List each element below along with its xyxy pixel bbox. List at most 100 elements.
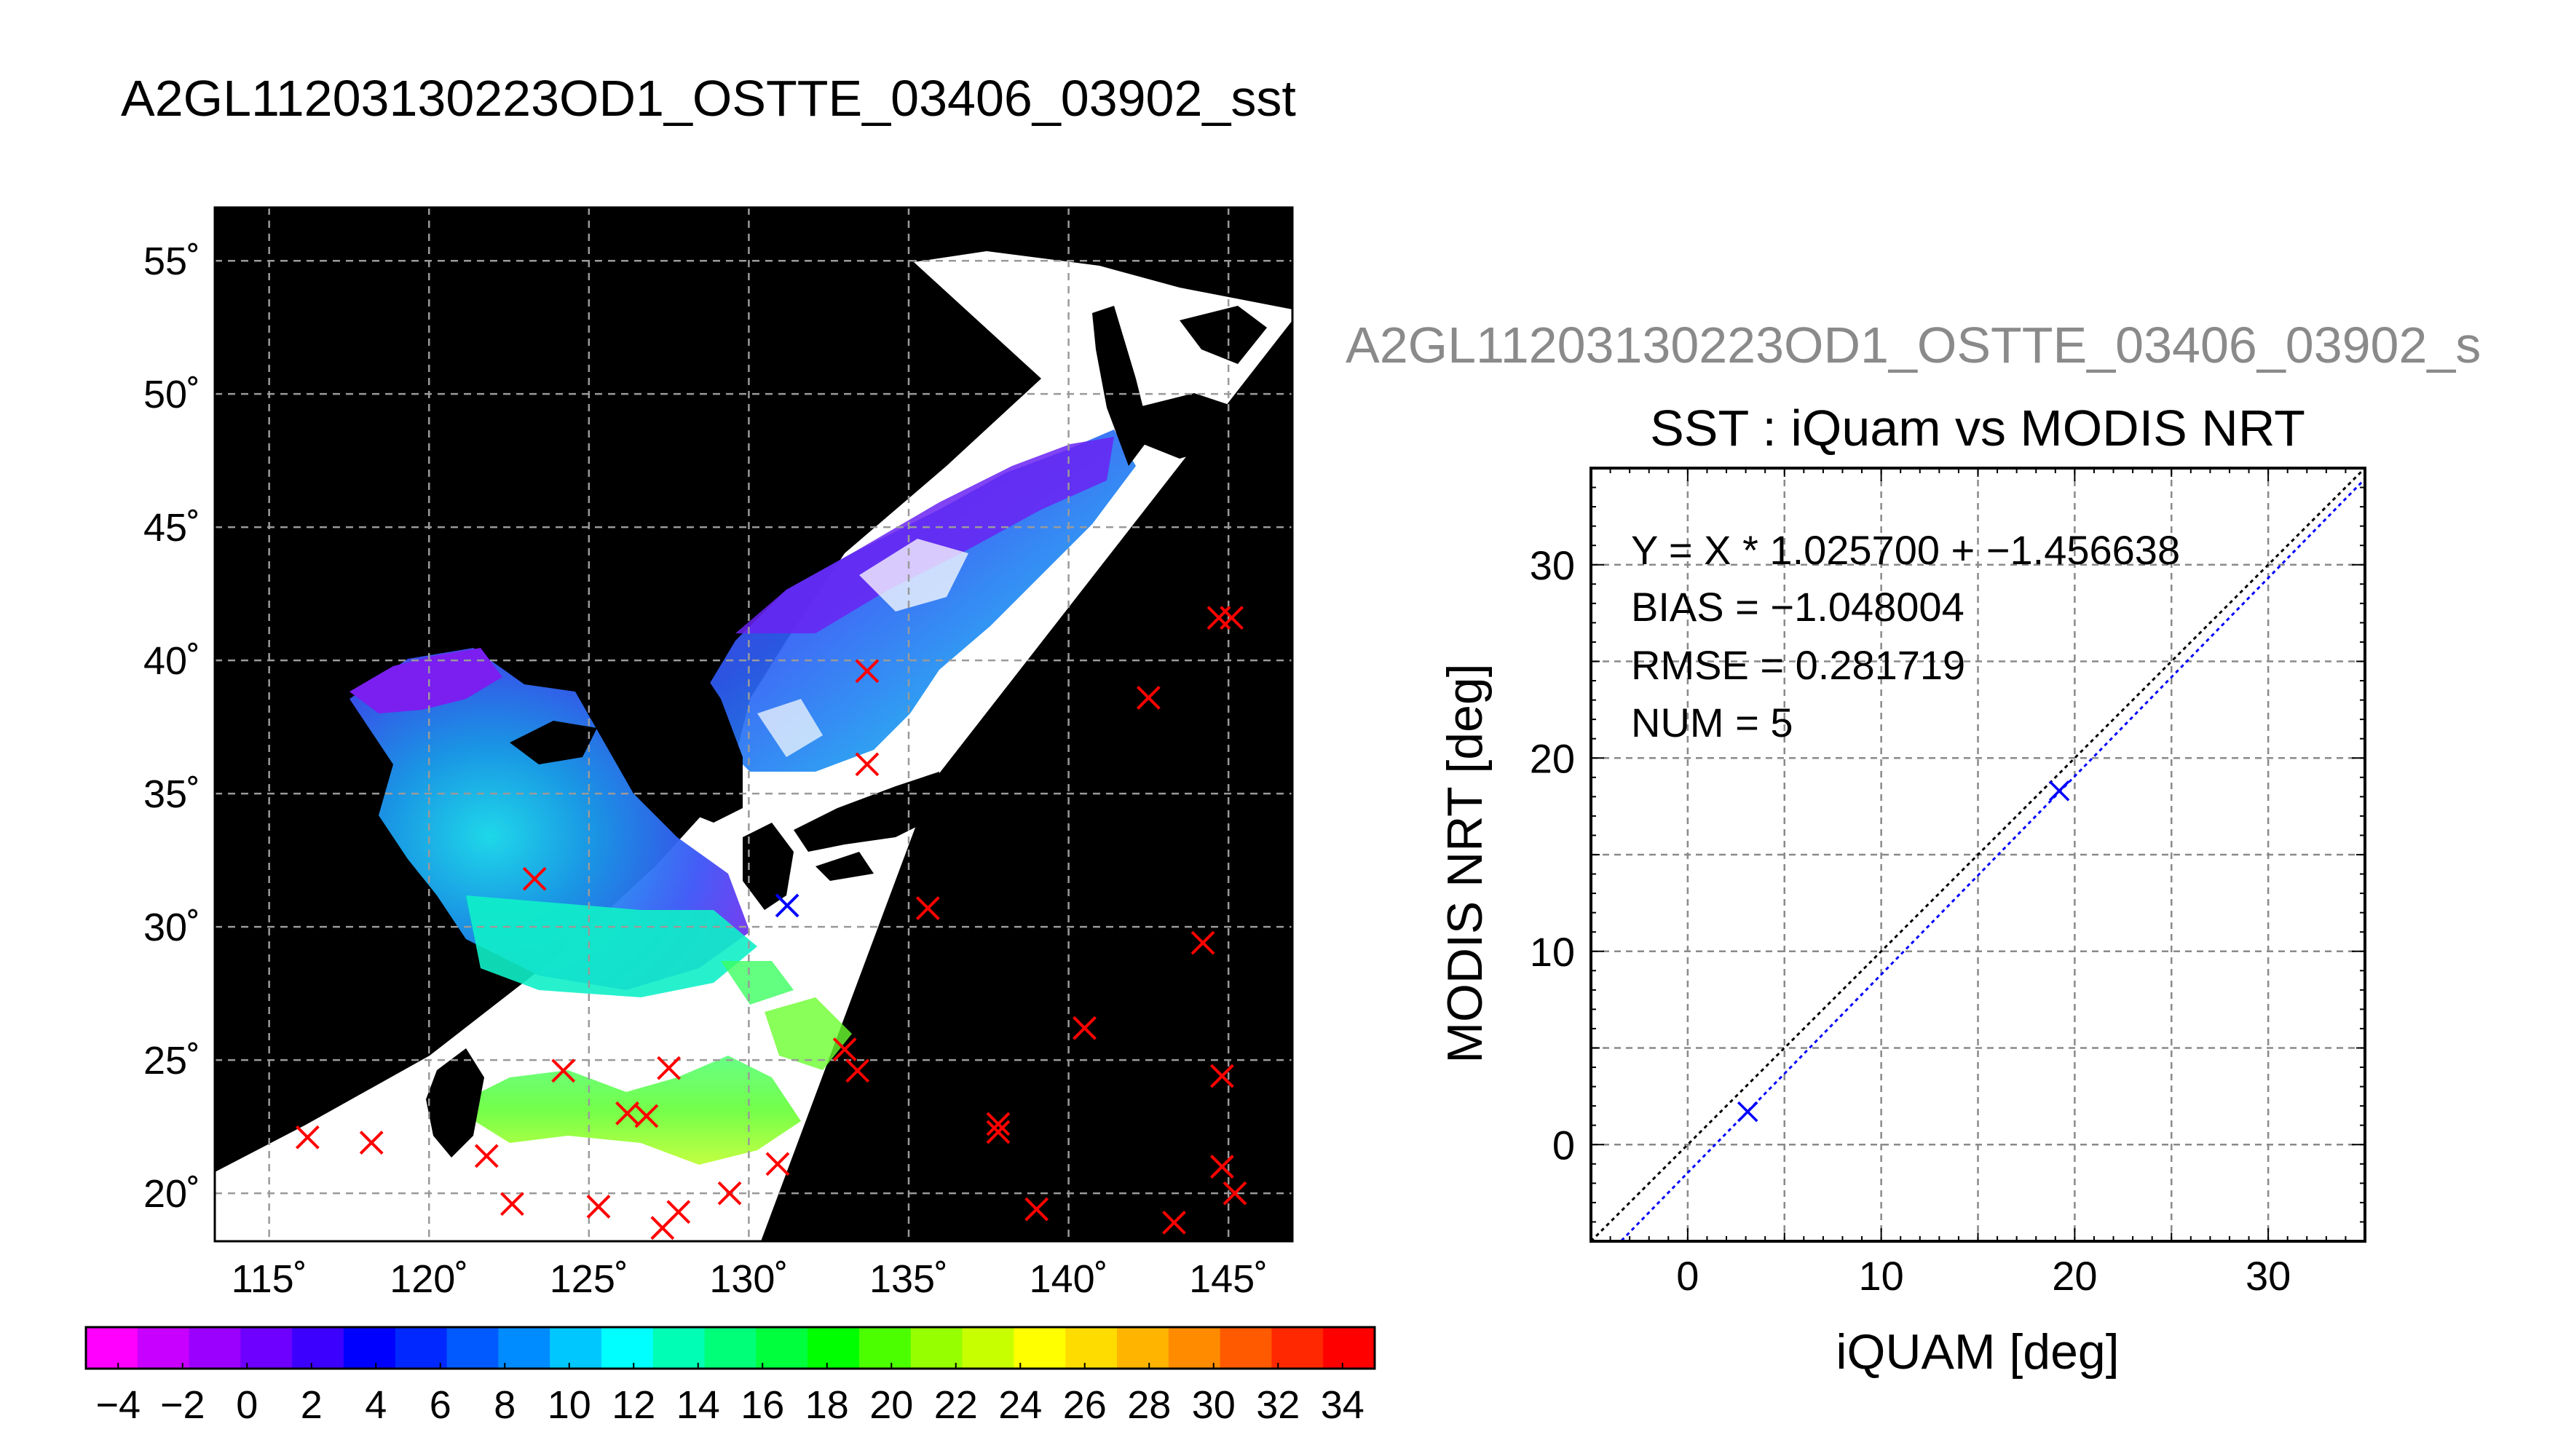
land-honshu: [794, 772, 939, 852]
land-china-coast: [215, 830, 444, 1125]
regression-line: [1619, 478, 2365, 1241]
map-tick-labels: 115˚ 120˚ 125˚ 130˚ 135˚ 140˚ 145˚ 20˚ 25˚ 30˚ 35˚…: [143, 240, 1268, 1301]
colorbar-tick-label: 2: [301, 1383, 323, 1427]
matched-buoy-marker: [775, 893, 799, 918]
colorbar-segment: [807, 1327, 860, 1369]
cloud-mid: [757, 699, 823, 757]
colorbar-segment: [962, 1327, 1014, 1369]
land-taiwan: [426, 1048, 484, 1158]
map-lon-tick-label: 140˚: [1030, 1257, 1108, 1301]
land-sakhalin: [1092, 306, 1150, 466]
map-lat-tick-label: 45˚: [143, 506, 200, 550]
map-lon-tick-label: 125˚: [550, 1257, 628, 1301]
colorbar-tick-label: 14: [676, 1383, 720, 1427]
buoy-marker: [500, 1192, 524, 1216]
buoy-markers: [295, 606, 1247, 1241]
sst-bohai: [350, 648, 502, 713]
colorbar-segment: [137, 1327, 190, 1369]
map-lat-tick-label: 40˚: [143, 639, 200, 683]
buoy-marker: [915, 896, 940, 920]
y-tick-label: 0: [1552, 1122, 1575, 1168]
colorbar-tick-label: 12: [612, 1383, 655, 1427]
buoy-marker: [1024, 1197, 1049, 1222]
x-axis-label: iQUAM [deg]: [1836, 1324, 2119, 1380]
colorbar-segment: [1117, 1327, 1169, 1369]
scatter-header: A2GL11203130223OD1_OSTTE_03406_03902_s: [1346, 317, 2481, 373]
scatter-stats: Y = X * 1.025700 + −1.456638 BIAS = −1.0…: [1631, 527, 2180, 745]
buoy-marker: [1220, 606, 1244, 630]
colorbar-segment: [1271, 1327, 1324, 1369]
buoy-marker: [1209, 1155, 1234, 1179]
buoy-marker: [295, 1125, 320, 1150]
colorbar-segment: [240, 1327, 293, 1369]
x-tick-label: 20: [2052, 1253, 2097, 1299]
scatter-panel: A2GL11203130223OD1_OSTTE_03406_03902_s S…: [1346, 317, 2481, 1380]
map-grid: [215, 207, 1292, 1241]
map-lon-tick-label: 145˚: [1189, 1257, 1268, 1301]
stats-rmse: RMSE = 0.281719: [1631, 642, 1965, 688]
colorbar-tick-label: 26: [1063, 1383, 1107, 1427]
colorbar-tick-label: 30: [1192, 1383, 1236, 1427]
y-tick-label: 10: [1530, 929, 1575, 975]
colorbar-tick-label: 0: [236, 1383, 258, 1427]
buoy-marker: [586, 1195, 611, 1219]
sst-map: 115˚ 120˚ 125˚ 130˚ 135˚ 140˚ 145˚ 20˚ 25˚ 30˚ 35˚…: [143, 206, 1294, 1301]
x-tick-label: 30: [2246, 1253, 2291, 1299]
buoy-marker: [359, 1131, 384, 1155]
colorbar-tick-label: −2: [160, 1383, 205, 1427]
map-lat-tick-label: 20˚: [143, 1172, 200, 1216]
land-kamchatka-gap: [1180, 306, 1267, 364]
colorbar-tick-label: 8: [494, 1383, 516, 1427]
buoy-marker: [634, 1104, 659, 1128]
map-lat-tick-label: 50˚: [143, 373, 200, 416]
scatter-plot: 0 10 20 30 0 10 20 30: [1530, 467, 2366, 1299]
buoy-marker: [474, 1144, 499, 1168]
colorbar-segment: [601, 1327, 654, 1369]
fit-lines: [1591, 468, 2365, 1241]
buoy-marker: [855, 752, 880, 777]
colorbar-segment: [344, 1327, 396, 1369]
map-lon-tick-label: 115˚: [232, 1257, 307, 1301]
buoy-marker: [845, 1059, 870, 1083]
land-hokkaido: [1136, 393, 1238, 459]
buoy-marker: [986, 1120, 1011, 1144]
colorbar-tick-label: 24: [998, 1383, 1042, 1427]
sst-east-china-sea: [466, 895, 757, 997]
buoy-marker: [522, 866, 547, 891]
colorbar-segment: [652, 1327, 706, 1369]
colorbar-segment: [292, 1327, 344, 1369]
colorbar-tick-label: 22: [934, 1383, 978, 1427]
stats-num: NUM = 5: [1631, 700, 1793, 745]
colorbar-tick-label: −4: [95, 1383, 141, 1427]
page-title: A2GL11203130223OD1_OSTTE_03406_03902_sst: [121, 70, 1296, 127]
colorbar-segment: [1014, 1327, 1066, 1369]
buoy-marker: [666, 1200, 691, 1224]
plot-frame: [1590, 467, 2366, 1243]
buoy-marker: [551, 1059, 576, 1083]
buoy-marker: [832, 1037, 857, 1061]
buoy-marker: [717, 1181, 742, 1206]
sst-colorbar: −4 −2 0 2 4 6 8 10 12 14 16 18 20 22 24 26 28 30 32 34: [84, 1326, 1376, 1427]
buoy-marker: [986, 1112, 1011, 1136]
colorbar-tick-label: 4: [365, 1383, 387, 1427]
colorbar-segment: [498, 1327, 550, 1369]
colorbar-segment: [756, 1327, 808, 1369]
scatter-point: [2048, 780, 2070, 802]
buoy-marker: [615, 1101, 639, 1125]
buoy-marker: [1209, 1064, 1234, 1088]
land-korea: [626, 633, 743, 823]
land-shandong: [510, 721, 597, 764]
map-lat-tick-label: 35˚: [143, 772, 200, 816]
colorbar-frame: [84, 1326, 1376, 1370]
stats-regression: Y = X * 1.025700 + −1.456638: [1631, 527, 2180, 573]
colorbar-segment: [446, 1327, 499, 1369]
x-tick-label: 0: [1676, 1253, 1699, 1299]
buoy-marker: [765, 1152, 790, 1176]
map-lon-tick-label: 135˚: [869, 1257, 948, 1301]
colorbar-segment: [395, 1327, 448, 1369]
map-lon-tick-label: 120˚: [390, 1257, 468, 1301]
map-lon-tick-label: 130˚: [709, 1257, 788, 1301]
colorbar-segment: [1220, 1327, 1272, 1369]
buoy-marker: [657, 1056, 682, 1080]
colorbar-tick-label: 28: [1127, 1383, 1171, 1427]
